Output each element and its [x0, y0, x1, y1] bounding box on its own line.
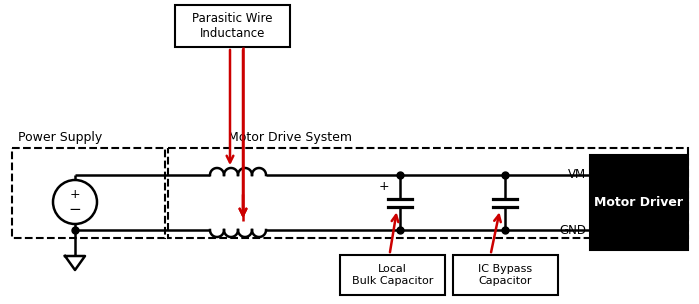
- FancyBboxPatch shape: [590, 155, 688, 250]
- Text: Local
Bulk Capacitor: Local Bulk Capacitor: [352, 264, 433, 286]
- Text: IC Bypass
Capacitor: IC Bypass Capacitor: [478, 264, 533, 286]
- Text: Parasitic Wire
Inductance: Parasitic Wire Inductance: [192, 12, 273, 40]
- Text: Power Supply: Power Supply: [18, 131, 102, 144]
- Text: GND: GND: [559, 223, 586, 237]
- Text: −: −: [69, 202, 81, 217]
- Text: Motor Drive System: Motor Drive System: [228, 131, 352, 144]
- Text: VM: VM: [568, 168, 586, 181]
- Text: +: +: [379, 181, 389, 194]
- Text: +: +: [70, 188, 80, 202]
- Text: Motor Driver: Motor Driver: [595, 196, 684, 209]
